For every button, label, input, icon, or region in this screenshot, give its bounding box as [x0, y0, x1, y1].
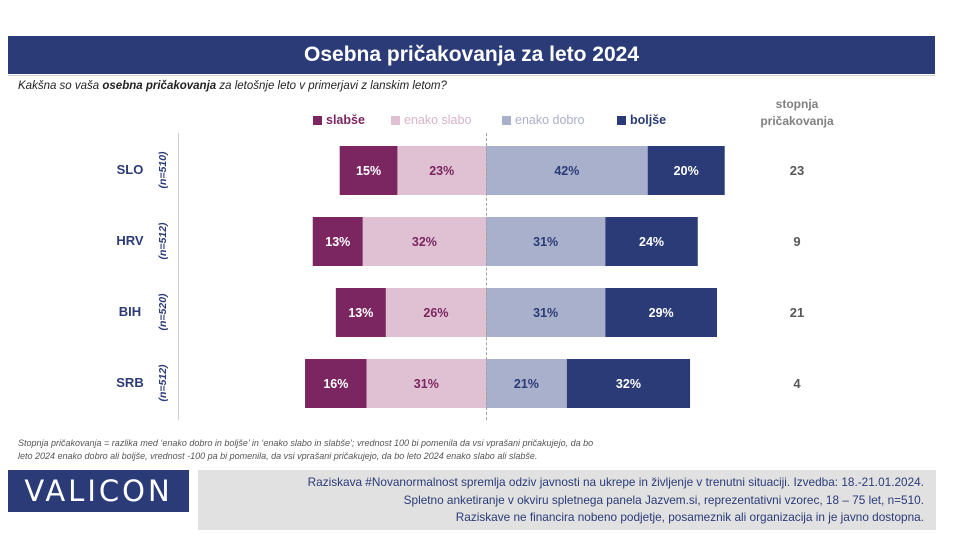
- sample-size-slo: (n=510): [157, 151, 169, 189]
- legend-swatch: [502, 115, 511, 125]
- footnote-line: Stopnja pričakovanja = razlika med ‘enak…: [18, 438, 594, 448]
- question-text: Kakšna so vaša osebna pričakovanja za le…: [18, 80, 447, 92]
- country-label-hrv: HRV: [116, 233, 144, 248]
- legend-swatch: [617, 115, 626, 125]
- question-suffix: za letošnje leto v primerjavi z lanskim …: [216, 80, 447, 92]
- chart-title: Osebna pričakovanja za leto 2024: [8, 36, 935, 74]
- bar-slabse-bih: [335, 288, 386, 337]
- data-label-slabse-hrv: 13%: [325, 235, 350, 249]
- expectation-index-bih: 21: [789, 305, 805, 320]
- sample-size-srb: (n=512): [157, 364, 169, 402]
- bar-enako-dobro-bih: [486, 288, 606, 337]
- bar-enako-slabo-hrv: [362, 217, 486, 266]
- data-label-boljse-hrv: 24%: [639, 235, 664, 249]
- info-line: Spletno anketiranje v okviru spletnega p…: [403, 492, 924, 507]
- legend-item-enako-dobro: enako dobro: [502, 112, 585, 128]
- bar-enako-slabo-bih: [385, 288, 486, 337]
- bar-enako-dobro-slo: [486, 146, 648, 195]
- bar-enako-slabo-srb: [366, 359, 486, 408]
- info-line: Raziskave ne financira nobeno podjetje, …: [455, 510, 924, 524]
- data-label-enako-dobro-slo: 42%: [554, 164, 579, 178]
- bar-boljse-slo: [647, 146, 725, 195]
- bar-enako-slabo-slo: [397, 146, 486, 195]
- data-label-enako-dobro-hrv: 31%: [533, 235, 558, 249]
- legend-swatch: [313, 115, 322, 125]
- country-label-srb: SRB: [116, 375, 144, 390]
- bar-boljse-srb: [566, 359, 691, 408]
- expectation-index-hrv: 9: [793, 234, 801, 249]
- title-underline: [8, 75, 935, 76]
- sample-size-hrv: (n=512): [157, 222, 169, 260]
- data-label-enako-slabo-slo: 23%: [429, 164, 454, 178]
- legend-label: enako dobro: [515, 113, 585, 127]
- data-label-boljse-bih: 29%: [649, 306, 674, 320]
- data-label-boljse-slo: 20%: [674, 164, 699, 178]
- bar-boljse-hrv: [605, 217, 698, 266]
- data-label-slabse-srb: 16%: [323, 377, 348, 391]
- legend-item-boljse: boljše: [617, 112, 666, 128]
- footnote: Stopnja pričakovanja = razlika med ‘enak…: [18, 437, 698, 463]
- data-label-enako-dobro-srb: 21%: [514, 377, 539, 391]
- sample-size-bih: (n=520): [157, 293, 169, 331]
- question-prefix: Kakšna so vaša: [18, 80, 103, 92]
- legend-item-enako-slabo: enako slabo: [391, 112, 471, 128]
- valicon-logo: VALICON: [8, 470, 189, 512]
- bar-slabse-srb: [305, 359, 367, 408]
- data-label-enako-dobro-bih: 31%: [533, 306, 558, 320]
- data-label-slabse-slo: 15%: [356, 164, 381, 178]
- data-label-enako-slabo-hrv: 32%: [412, 235, 437, 249]
- data-label-boljse-srb: 32%: [616, 377, 641, 391]
- expectation-index-srb: 4: [793, 376, 801, 391]
- bar-slabse-slo: [339, 146, 398, 195]
- question-bold: osebna pričakovanja: [102, 80, 217, 92]
- info-line: Raziskava #Novanormalnost spremlja odziv…: [307, 475, 924, 489]
- category-axis-line: [178, 133, 179, 420]
- data-label-enako-slabo-srb: 31%: [414, 377, 439, 391]
- bar-enako-dobro-hrv: [486, 217, 606, 266]
- legend-item-slabse: slabše: [313, 112, 365, 128]
- data-label-slabse-bih: 13%: [348, 306, 373, 320]
- legend-label: boljše: [630, 113, 667, 127]
- legend-label: slabše: [326, 113, 365, 127]
- footnote-line: leto 2024 enako dobro ali boljše, vredno…: [18, 451, 538, 461]
- legend-swatch: [391, 115, 400, 125]
- survey-info-box: Raziskava #Novanormalnost spremlja odziv…: [198, 470, 936, 530]
- expectation-index-slo: 23: [789, 163, 805, 178]
- legend-label: enako slabo: [404, 113, 472, 127]
- bar-slabse-hrv: [312, 217, 363, 266]
- zero-baseline: [486, 133, 487, 420]
- country-label-slo: SLO: [116, 162, 144, 177]
- bar-boljse-bih: [605, 288, 717, 337]
- expectation-index-header: stopnja pričakovanja: [760, 97, 834, 128]
- data-label-enako-slabo-bih: 26%: [423, 306, 448, 320]
- bar-enako-dobro-srb: [486, 359, 567, 408]
- country-label-bih: BIH: [118, 304, 142, 319]
